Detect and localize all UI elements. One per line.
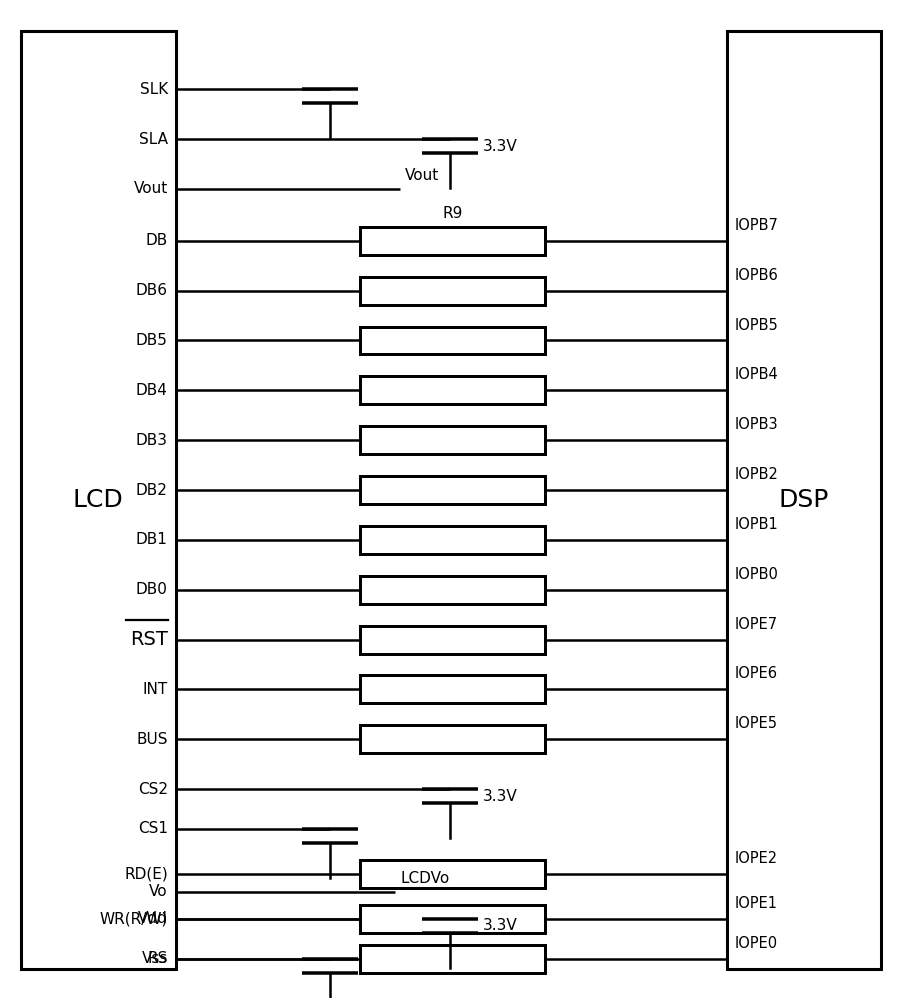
Text: IOPE0: IOPE0 bbox=[735, 936, 778, 951]
Text: LCD: LCD bbox=[73, 488, 124, 512]
Text: CS1: CS1 bbox=[138, 821, 168, 836]
Bar bbox=[727, 31, 880, 969]
Text: IOPB0: IOPB0 bbox=[735, 567, 779, 582]
Text: Vout: Vout bbox=[405, 168, 439, 183]
Text: RST: RST bbox=[130, 630, 168, 649]
Text: R9: R9 bbox=[442, 206, 463, 221]
Text: DB1: DB1 bbox=[136, 532, 168, 547]
Text: Vout: Vout bbox=[133, 181, 168, 196]
Bar bbox=[360, 905, 545, 933]
Bar bbox=[360, 476, 545, 504]
Text: 3.3V: 3.3V bbox=[483, 918, 518, 933]
Bar bbox=[360, 725, 545, 753]
Text: DB0: DB0 bbox=[136, 582, 168, 597]
Text: IOPB1: IOPB1 bbox=[735, 517, 778, 532]
Text: 3.3V: 3.3V bbox=[483, 789, 518, 804]
Bar bbox=[360, 675, 545, 703]
Text: IOPE7: IOPE7 bbox=[735, 617, 778, 632]
Text: INT: INT bbox=[143, 682, 168, 697]
Text: 3.3V: 3.3V bbox=[483, 139, 518, 154]
Bar bbox=[360, 426, 545, 454]
Text: Vss: Vss bbox=[142, 951, 168, 966]
Text: CS2: CS2 bbox=[138, 782, 168, 797]
Text: DB: DB bbox=[145, 233, 168, 248]
Text: IOPB5: IOPB5 bbox=[735, 318, 778, 333]
Bar bbox=[360, 227, 545, 255]
Bar bbox=[360, 277, 545, 305]
Text: IOPB7: IOPB7 bbox=[735, 218, 779, 233]
Text: IOPB3: IOPB3 bbox=[735, 417, 778, 432]
Bar bbox=[360, 945, 545, 973]
Bar bbox=[360, 376, 545, 404]
Text: IOPE1: IOPE1 bbox=[735, 896, 778, 911]
Text: RS: RS bbox=[148, 951, 168, 966]
Bar bbox=[360, 626, 545, 654]
Bar bbox=[360, 526, 545, 554]
Text: IOPB4: IOPB4 bbox=[735, 367, 778, 382]
Text: DB3: DB3 bbox=[136, 433, 168, 448]
Text: IOPB2: IOPB2 bbox=[735, 467, 779, 482]
Text: IOPB6: IOPB6 bbox=[735, 268, 778, 283]
Text: IOPE5: IOPE5 bbox=[735, 716, 778, 731]
Text: BUS: BUS bbox=[136, 732, 168, 747]
Text: SLA: SLA bbox=[139, 132, 168, 147]
Text: DSP: DSP bbox=[778, 488, 829, 512]
Text: SLK: SLK bbox=[140, 82, 168, 97]
Text: IOPE2: IOPE2 bbox=[735, 851, 778, 866]
Text: WR(R/W): WR(R/W) bbox=[99, 911, 168, 926]
Text: LCDVo: LCDVo bbox=[400, 871, 449, 886]
Text: Vo: Vo bbox=[149, 884, 168, 899]
Bar bbox=[360, 860, 545, 888]
Bar bbox=[22, 31, 176, 969]
Text: Vdd: Vdd bbox=[138, 911, 168, 926]
Text: IOPE6: IOPE6 bbox=[735, 666, 778, 681]
Text: DB5: DB5 bbox=[136, 333, 168, 348]
Bar bbox=[360, 327, 545, 354]
Bar bbox=[360, 576, 545, 604]
Text: DB6: DB6 bbox=[136, 283, 168, 298]
Text: DB2: DB2 bbox=[136, 483, 168, 498]
Text: DB4: DB4 bbox=[136, 383, 168, 398]
Text: RD(E): RD(E) bbox=[124, 866, 168, 881]
